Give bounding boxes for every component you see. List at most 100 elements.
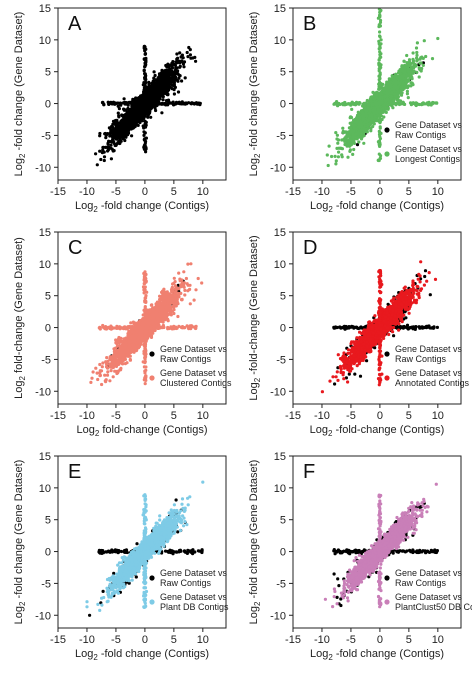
data-point bbox=[154, 108, 158, 113]
data-point bbox=[110, 102, 114, 106]
data-point bbox=[149, 115, 153, 119]
x-tick-label: 5 bbox=[171, 186, 177, 198]
data-point bbox=[144, 95, 148, 99]
data-point bbox=[334, 162, 338, 166]
data-point bbox=[406, 66, 410, 70]
data-point bbox=[128, 125, 132, 129]
data-point bbox=[340, 138, 344, 142]
data-point bbox=[142, 101, 146, 105]
data-point bbox=[119, 134, 123, 138]
data-point bbox=[409, 81, 413, 85]
data-point bbox=[107, 145, 111, 149]
data-point bbox=[160, 111, 164, 115]
data-point bbox=[403, 63, 407, 67]
data-point bbox=[114, 126, 118, 130]
x-axis-label: Log2 -fold change (Contigs) bbox=[75, 200, 209, 214]
data-point bbox=[415, 53, 419, 57]
data-point bbox=[135, 119, 139, 124]
data-point bbox=[414, 46, 419, 50]
data-point bbox=[410, 68, 414, 73]
data-point bbox=[424, 54, 428, 59]
data-point bbox=[177, 76, 181, 80]
data-point bbox=[122, 131, 126, 135]
data-point bbox=[405, 79, 409, 83]
data-point bbox=[112, 149, 116, 153]
data-point bbox=[119, 125, 123, 129]
data-point bbox=[144, 102, 148, 106]
data-point bbox=[161, 98, 165, 102]
data-point bbox=[422, 39, 426, 43]
data-point bbox=[384, 85, 388, 89]
data-point bbox=[99, 157, 103, 162]
data-point bbox=[113, 142, 117, 146]
data-point bbox=[154, 81, 158, 85]
data-point bbox=[161, 90, 166, 94]
x-tick-label: -5 bbox=[111, 186, 121, 198]
data-point bbox=[172, 92, 176, 96]
data-point bbox=[348, 148, 352, 152]
data-point bbox=[162, 85, 166, 89]
data-point bbox=[398, 99, 403, 103]
data-point bbox=[143, 137, 147, 141]
data-point bbox=[335, 146, 339, 150]
data-point bbox=[418, 61, 422, 65]
data-point bbox=[403, 76, 408, 80]
data-point bbox=[123, 125, 127, 129]
data-point bbox=[106, 142, 110, 146]
data-point bbox=[165, 84, 169, 88]
data-point bbox=[415, 56, 419, 60]
data-point bbox=[420, 66, 424, 71]
data-point bbox=[107, 139, 111, 143]
data-point bbox=[187, 101, 191, 105]
data-point bbox=[98, 131, 102, 136]
data-point bbox=[161, 81, 165, 85]
data-point bbox=[411, 60, 415, 64]
data-point bbox=[123, 138, 127, 143]
data-point bbox=[143, 141, 147, 145]
data-point bbox=[179, 102, 184, 106]
data-point bbox=[408, 64, 412, 68]
data-point bbox=[143, 131, 147, 135]
data-point bbox=[108, 131, 112, 136]
data-point bbox=[114, 119, 118, 123]
data-point bbox=[339, 146, 343, 150]
data-point bbox=[107, 102, 111, 106]
data-point bbox=[189, 101, 193, 105]
data-point bbox=[403, 71, 408, 75]
data-point bbox=[359, 130, 363, 134]
data-point bbox=[113, 102, 117, 106]
data-point bbox=[185, 50, 189, 55]
data-point bbox=[405, 53, 409, 58]
data-point bbox=[156, 89, 160, 93]
data-point bbox=[344, 137, 348, 142]
data-point bbox=[178, 65, 182, 69]
data-point bbox=[178, 51, 182, 55]
data-point bbox=[143, 112, 147, 117]
data-point bbox=[165, 90, 169, 94]
data-point bbox=[159, 88, 163, 92]
data-point bbox=[407, 60, 412, 64]
y-axis-label: Log2 -fold change (Gene Dataset) bbox=[13, 12, 27, 177]
data-point bbox=[164, 76, 168, 80]
data-point bbox=[170, 64, 174, 69]
series-2-points bbox=[325, 8, 440, 168]
x-tick-label: 10 bbox=[197, 186, 209, 198]
data-point bbox=[142, 133, 146, 137]
data-point bbox=[415, 50, 419, 55]
data-point bbox=[142, 110, 147, 114]
series-1-points bbox=[94, 44, 202, 167]
data-point bbox=[150, 93, 154, 97]
data-point bbox=[186, 55, 190, 59]
data-point bbox=[155, 103, 159, 108]
data-point bbox=[382, 115, 386, 119]
data-point bbox=[143, 65, 147, 69]
data-point bbox=[104, 136, 108, 140]
data-point bbox=[327, 144, 331, 148]
data-point bbox=[175, 52, 179, 56]
data-point bbox=[117, 139, 121, 143]
data-point bbox=[159, 79, 163, 83]
data-point bbox=[139, 101, 143, 105]
data-point bbox=[172, 103, 176, 107]
data-point bbox=[188, 53, 192, 57]
